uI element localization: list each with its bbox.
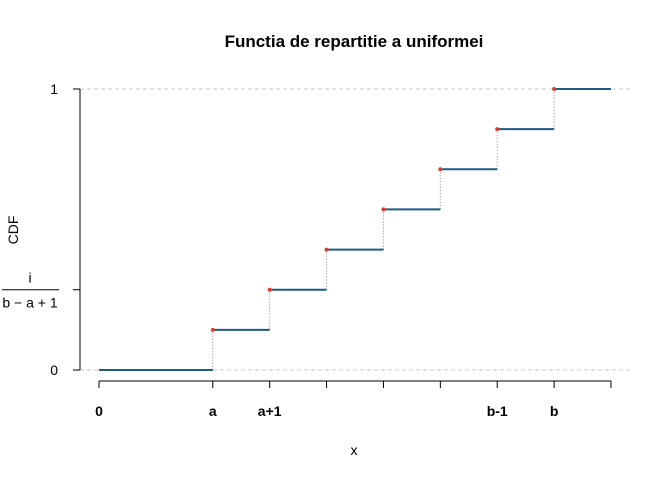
step-point (438, 167, 443, 172)
chart-title: Functia de repartitie a uniformei (225, 32, 484, 51)
step-point (552, 87, 557, 91)
step-point (495, 127, 500, 132)
y-axis-title: CDF (5, 216, 21, 245)
x-tick-label: 0 (95, 403, 103, 419)
step-point (381, 207, 386, 212)
y-fraction-label: i b − a + 1 (2, 270, 59, 311)
fraction-numerator: i (28, 270, 31, 286)
y-axis-ticks: 01 (50, 81, 80, 378)
reference-lines (80, 88, 630, 371)
x-tick-label: b-1 (487, 403, 508, 419)
step-point (267, 287, 272, 292)
y-tick-label: 1 (50, 81, 58, 97)
axes (79, 89, 611, 382)
step-points (210, 87, 557, 332)
x-axis-ticks: 0 a a+1 b-1 b (95, 381, 612, 419)
fraction-denominator: b − a + 1 (2, 295, 57, 311)
step-segments (99, 88, 611, 371)
step-point (324, 247, 329, 252)
x-tick-label: a+1 (258, 403, 282, 419)
y-tick-label: 0 (50, 362, 58, 378)
x-axis-title: x (351, 442, 358, 458)
step-point (210, 327, 215, 332)
jump-connectors (212, 89, 555, 370)
x-tick-label: b (550, 403, 559, 419)
x-tick-label: a (209, 403, 217, 419)
